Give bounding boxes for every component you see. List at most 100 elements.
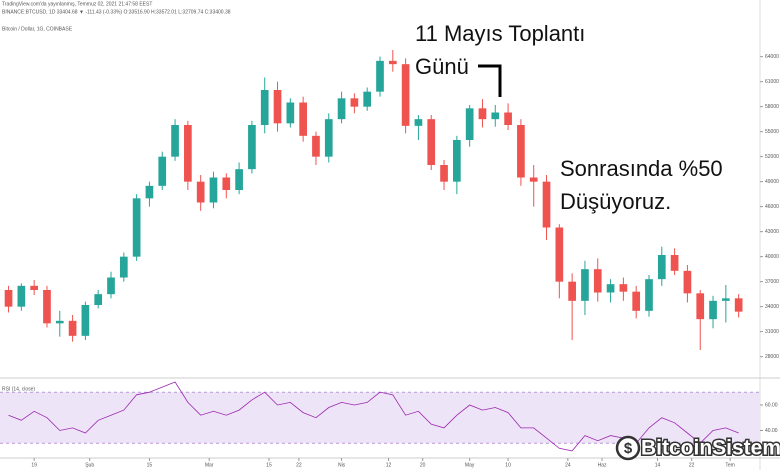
y-tick-label: 64000 (765, 54, 779, 60)
candle-body (388, 60, 397, 65)
candle-body (4, 290, 13, 307)
header-publisher: TradingView.com'da yayınlanmış, Temmuz 0… (2, 1, 152, 7)
x-tick-label: 19 (31, 462, 37, 468)
candle-body (235, 169, 243, 190)
candle-body (504, 112, 512, 125)
rsi-title: RSI (14, close) (2, 386, 35, 392)
header-symbol: BINANCE:BTCUSD, 1D 33404.68 ▼ -111.43 (-… (2, 9, 231, 15)
rsi-band (0, 392, 760, 444)
candle-body (184, 125, 192, 182)
annotation: 11 Mayıs Toplantı (415, 21, 585, 46)
y-tick-label: 34000 (765, 304, 779, 310)
annotation-pointer (478, 64, 502, 97)
candle-body (657, 255, 666, 280)
candle-body (401, 64, 410, 126)
x-tick-label: 14 (655, 462, 661, 468)
candle-body (273, 90, 282, 124)
candle-body (555, 227, 564, 282)
candle-body (453, 140, 461, 182)
candle-body (363, 91, 372, 107)
annotation: Düşüyoruz. (560, 189, 671, 214)
candle-body (619, 284, 628, 292)
candle-body (145, 185, 154, 199)
candle-body (568, 281, 576, 301)
x-tick-label: 15 (147, 462, 153, 468)
x-tick-label: 20 (420, 462, 426, 468)
x-tick-label: 10 (505, 462, 511, 468)
watermark-icon (615, 435, 641, 461)
candle-body (376, 60, 384, 92)
y-tick-label: 40.00 (765, 428, 778, 434)
candle-body (30, 285, 38, 290)
candle-body (119, 256, 128, 278)
candle-body (722, 298, 730, 301)
candle-body (299, 102, 307, 136)
x-tick-label: 22 (296, 462, 302, 468)
candle-body (68, 320, 77, 336)
y-tick-label: 31000 (765, 329, 779, 335)
candle-body (478, 108, 487, 120)
candle-body (222, 177, 231, 190)
candle-body (171, 125, 179, 157)
y-tick-label: 40000 (765, 254, 779, 260)
y-tick-label: 58000 (765, 104, 779, 110)
candle-body (286, 102, 295, 124)
candle-body (593, 269, 602, 293)
x-tick-label: Şub (85, 462, 94, 468)
candle-body (132, 198, 141, 257)
watermark: $ BitcoinSistemi (615, 435, 780, 461)
candle-body (696, 293, 705, 320)
y-tick-label: 46000 (765, 204, 779, 210)
candle-body (248, 125, 256, 170)
annotation: Günü (415, 54, 469, 79)
candle-body (81, 305, 90, 336)
candle-body (55, 320, 64, 324)
candle-body (581, 269, 589, 301)
candle-body (427, 119, 436, 165)
y-tick-label: 55000 (765, 129, 779, 135)
candle-body (440, 165, 448, 182)
candle-body (517, 125, 525, 178)
x-tick-label: 22 (689, 462, 695, 468)
y-tick-label: 60.00 (765, 402, 778, 408)
y-tick-label: 28000 (765, 354, 779, 360)
annotation: Sonrasında %50 (560, 156, 723, 181)
candle-body (324, 119, 333, 157)
candle-body (606, 284, 615, 293)
y-tick-label: 52000 (765, 154, 779, 160)
x-tick-label: Tem (725, 462, 734, 468)
candle-body (43, 290, 51, 324)
candle-body (337, 98, 346, 120)
candle-body (709, 300, 717, 320)
candle-body (260, 90, 269, 125)
y-tick-label: 49000 (765, 179, 779, 185)
candle-body (17, 285, 26, 307)
x-tick-label: Haz (598, 462, 607, 468)
candle-body (414, 119, 423, 126)
x-tick-label: Mar (205, 462, 214, 468)
candle-body (350, 98, 359, 107)
y-tick-label: 61000 (765, 79, 779, 85)
candle-body (491, 112, 500, 120)
y-tick-label: 43000 (765, 229, 779, 235)
candle-body (645, 279, 653, 311)
candle-body (542, 181, 551, 228)
x-tick-label: May (465, 462, 475, 468)
header-pair: Bitcoin / Dollar, 1G, COINBASE (2, 26, 73, 32)
x-tick-label: Nis (338, 462, 346, 468)
rsi-line (8, 381, 739, 452)
candle-body (465, 108, 474, 140)
candle-body (734, 298, 743, 312)
candle-body (107, 277, 115, 295)
candle-body (196, 181, 205, 203)
y-tick-label: 37000 (765, 279, 779, 285)
candle-body (209, 177, 218, 203)
x-tick-label: 15 (266, 462, 272, 468)
x-tick-label: 24 (565, 462, 571, 468)
watermark-text: BitcoinSistemi (641, 437, 780, 460)
x-tick-label: 12 (386, 462, 392, 468)
candle-body (670, 255, 679, 271)
candle-body (158, 156, 167, 186)
candle-body (312, 135, 320, 157)
